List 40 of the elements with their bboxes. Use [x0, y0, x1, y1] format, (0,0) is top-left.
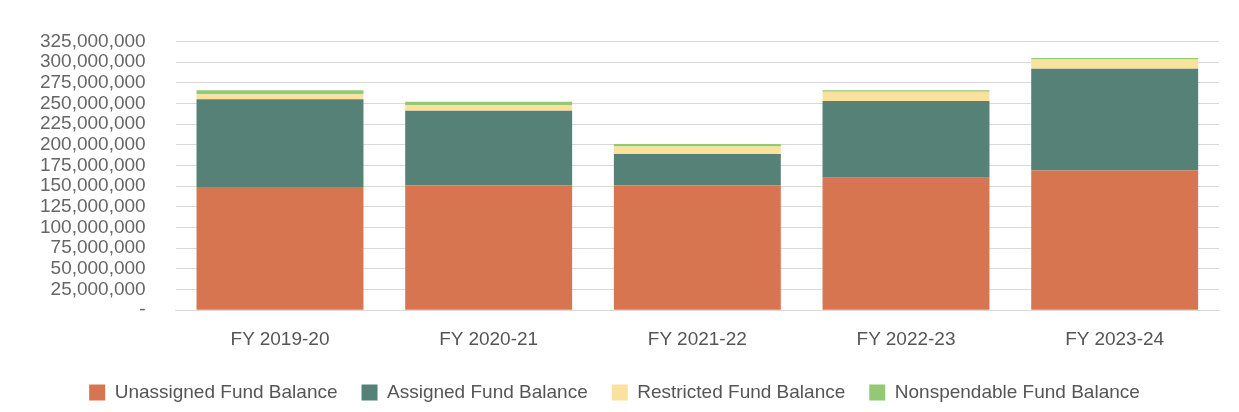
bar — [613, 153, 781, 186]
x-tick-label: FY 2020-21 — [439, 327, 539, 349]
bar — [1031, 59, 1199, 69]
y-tick-label: - — [139, 298, 146, 320]
bar — [196, 90, 364, 95]
legend-label: Restricted Fund Balance — [637, 380, 846, 402]
y-tick-label: 300,000,000 — [39, 50, 146, 72]
y-tick-label: 100,000,000 — [39, 215, 146, 237]
bar — [1031, 170, 1199, 310]
bar — [405, 105, 573, 111]
y-tick-label: 75,000,000 — [50, 236, 146, 258]
bar — [196, 186, 364, 310]
bar — [1031, 68, 1199, 171]
bar — [405, 185, 573, 310]
x-tick-label: FY 2023-24 — [1065, 327, 1165, 349]
y-tick-label: 175,000,000 — [39, 153, 146, 175]
y-tick-label: 275,000,000 — [39, 70, 146, 92]
y-tick-label: 25,000,000 — [50, 277, 146, 299]
bar — [822, 100, 990, 178]
y-tick-label: 50,000,000 — [50, 257, 146, 279]
legend-label: Unassigned Fund Balance — [114, 380, 338, 402]
bar — [196, 99, 364, 187]
y-tick-label: 200,000,000 — [39, 133, 146, 155]
legend-label: Nonspendable Fund Balance — [894, 380, 1140, 402]
legend-label: Assigned Fund Balance — [387, 380, 588, 402]
y-tick-label: 325,000,000 — [39, 29, 146, 51]
y-tick-label: 250,000,000 — [39, 91, 146, 113]
bar — [822, 177, 990, 310]
bar — [196, 94, 364, 100]
bar — [822, 91, 990, 101]
bar — [405, 110, 573, 186]
x-tick-label: FY 2019-20 — [230, 327, 330, 349]
y-tick-label: 150,000,000 — [39, 174, 146, 196]
bar — [405, 101, 573, 106]
y-tick-label: 225,000,000 — [39, 112, 146, 134]
x-tick-label: FY 2021-22 — [647, 327, 747, 349]
y-tick-label: 125,000,000 — [39, 195, 146, 217]
bar — [613, 146, 781, 154]
bar — [613, 185, 781, 310]
x-tick-label: FY 2022-23 — [856, 327, 956, 349]
